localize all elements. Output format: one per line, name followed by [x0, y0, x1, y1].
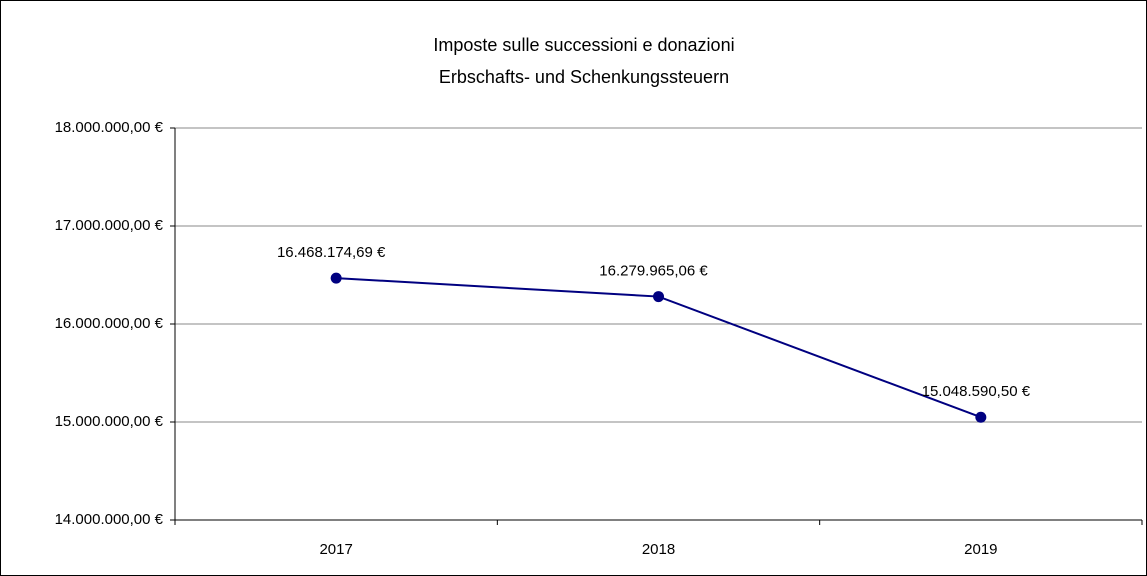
data-label: 16.468.174,69 € — [277, 244, 386, 261]
x-tick-label: 2017 — [319, 541, 352, 558]
y-tick-label: 15.000.000,00 € — [55, 413, 164, 430]
chart-subtitle: Erbschafts- und Schenkungssteuern — [439, 67, 729, 87]
x-tick-label: 2019 — [964, 541, 997, 558]
y-tick-label: 14.000.000,00 € — [55, 511, 164, 528]
data-label: 16.279.965,06 € — [599, 263, 708, 280]
y-tick-label: 18.000.000,00 € — [55, 119, 164, 136]
data-point — [975, 411, 987, 423]
y-tick-label: 17.000.000,00 € — [55, 217, 164, 234]
y-tick-label: 16.000.000,00 € — [55, 315, 164, 332]
x-tick-label: 2018 — [642, 541, 675, 558]
chart-title: Imposte sulle successioni e donazioni — [433, 35, 734, 55]
data-label: 15.048.590,50 € — [922, 383, 1031, 400]
data-point — [330, 272, 342, 284]
data-point — [653, 291, 664, 303]
